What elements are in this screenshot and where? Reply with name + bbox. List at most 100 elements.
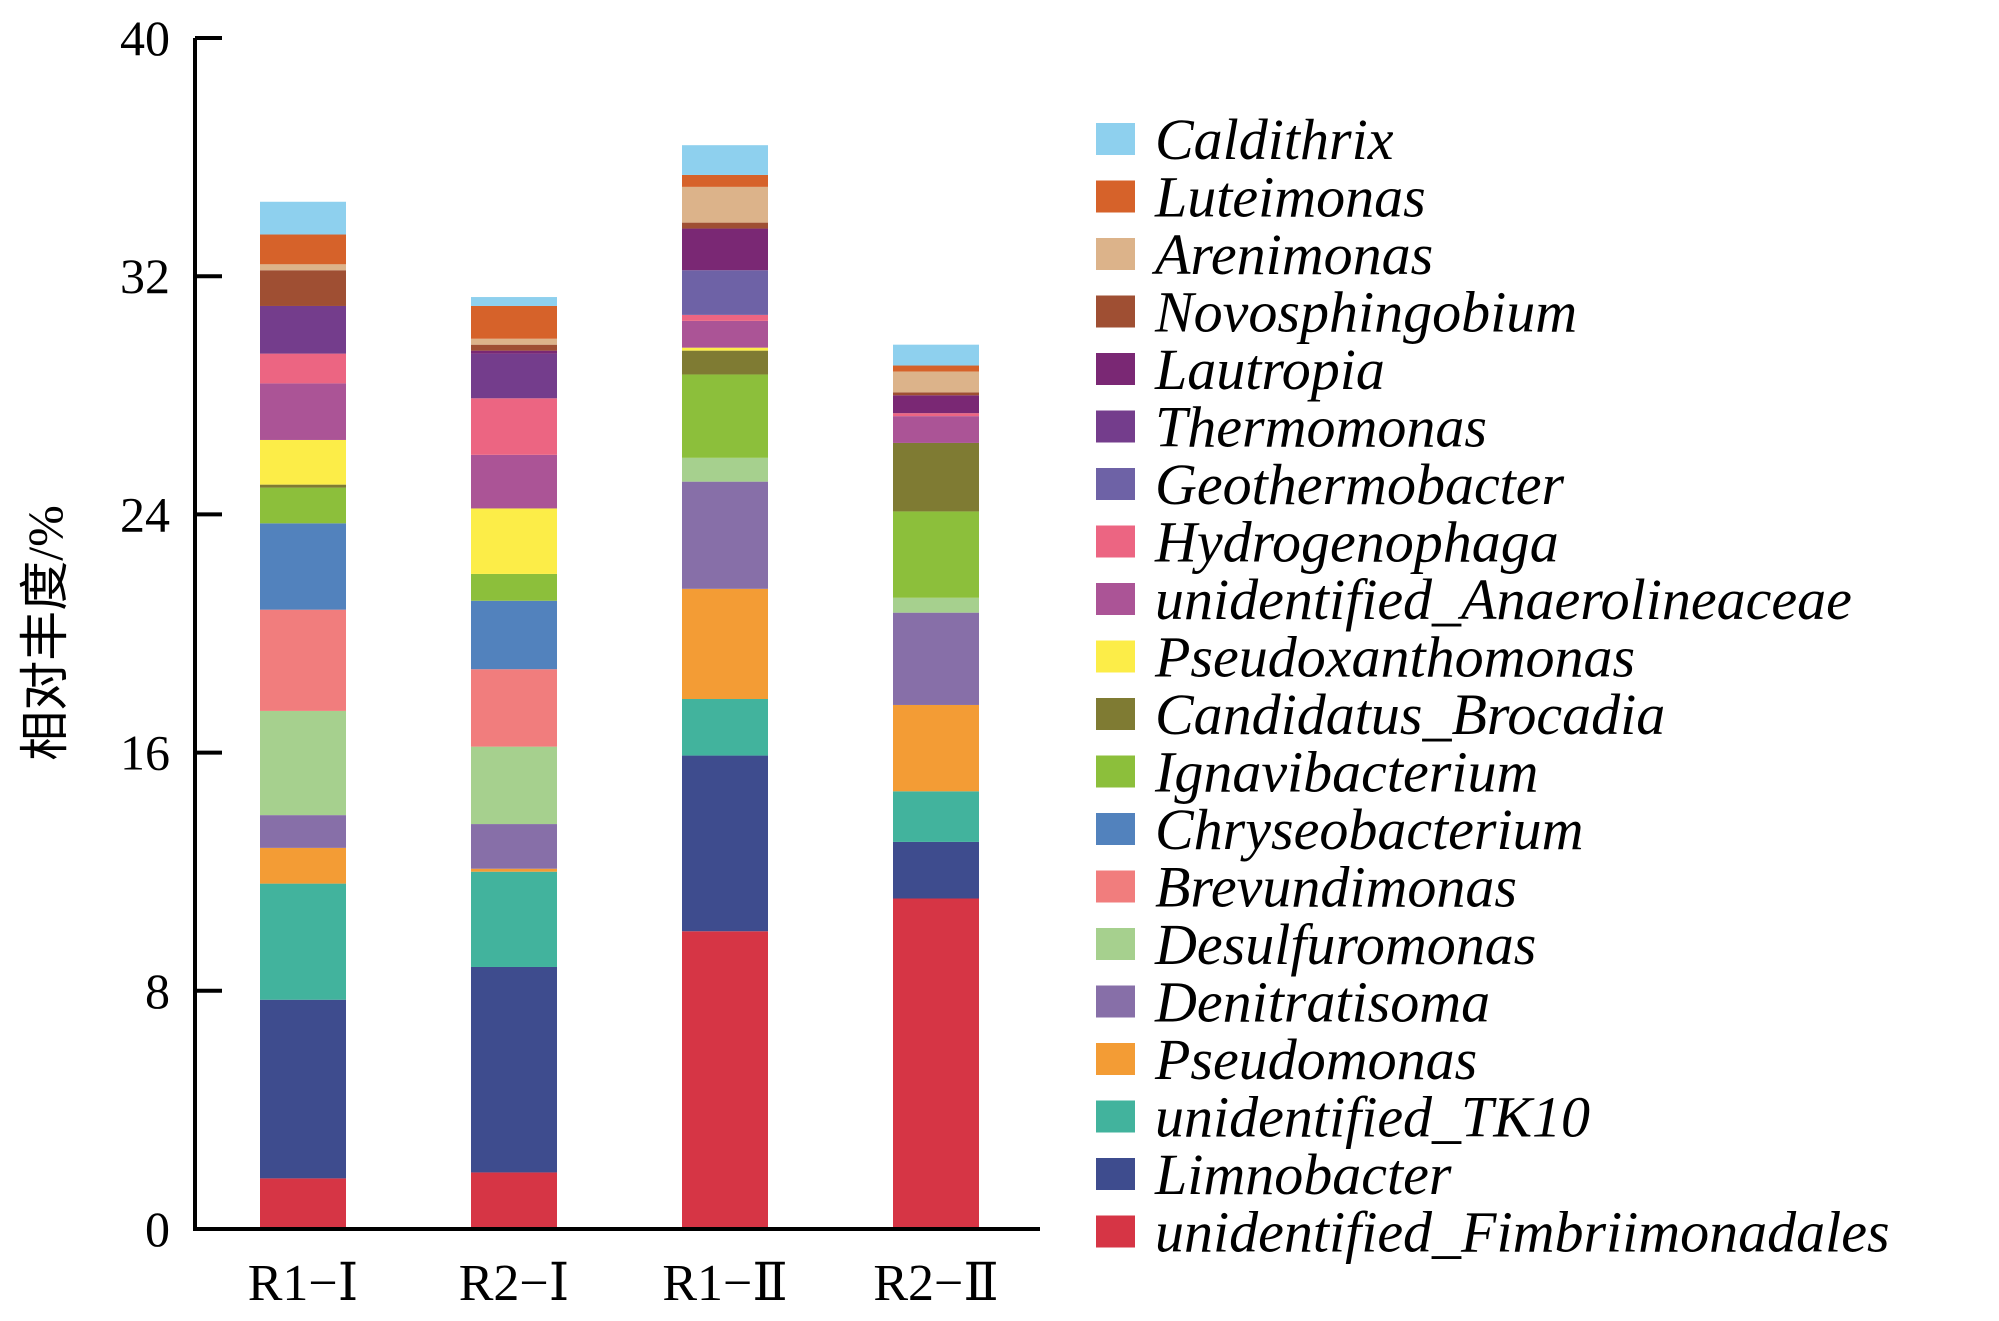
bar-segment-0-5 bbox=[260, 710, 346, 816]
bar-segment-2-19 bbox=[682, 145, 768, 175]
bar-segment-3-19 bbox=[893, 344, 979, 366]
legend-swatch-2 bbox=[1096, 238, 1135, 270]
bar-segment-0-2 bbox=[260, 883, 346, 1000]
y-tick-label-2: 16 bbox=[120, 725, 170, 781]
legend-label-3: Novosphingobium bbox=[1154, 280, 1577, 345]
bar-segment-1-2 bbox=[471, 871, 557, 967]
bar-segment-2-12 bbox=[682, 314, 768, 321]
bar-segment-0-9 bbox=[260, 484, 346, 488]
bar-segment-2-17 bbox=[682, 186, 768, 223]
bar-segment-2-16 bbox=[682, 222, 768, 229]
bar-segment-1-0 bbox=[471, 1172, 557, 1229]
y-axis-label: 相对丰度/% bbox=[17, 505, 73, 761]
axes-layer bbox=[193, 38, 1040, 1231]
bar-segment-2-8 bbox=[682, 374, 768, 458]
legend-label-19: unidentified_Fimbriimonadales bbox=[1155, 1200, 1890, 1265]
bar-segment-2-2 bbox=[682, 699, 768, 756]
bar-segment-1-10 bbox=[471, 508, 557, 574]
x-category-label-3: R2−Ⅱ bbox=[873, 1255, 998, 1312]
bar-segment-2-10 bbox=[682, 347, 768, 351]
legend-label-10: Candidatus_Brocadia bbox=[1155, 682, 1665, 747]
x-category-label-0: R1−Ⅰ bbox=[248, 1255, 359, 1312]
bar-segment-1-11 bbox=[471, 454, 557, 509]
bar-segment-2-13 bbox=[682, 270, 768, 315]
bar-segment-3-11 bbox=[893, 416, 979, 443]
legend-swatch-19 bbox=[1096, 1215, 1135, 1248]
bar-segment-2-3 bbox=[682, 588, 768, 700]
bar-segment-2-4 bbox=[682, 481, 768, 589]
legend-swatch-15 bbox=[1096, 985, 1135, 1018]
bar-segment-3-2 bbox=[893, 791, 979, 842]
bar-segment-0-12 bbox=[260, 353, 346, 384]
y-tick-label-1: 8 bbox=[145, 963, 170, 1019]
legend-swatch-18 bbox=[1096, 1158, 1135, 1190]
bar-segment-3-12 bbox=[893, 413, 979, 417]
bar-segment-1-7 bbox=[471, 600, 557, 670]
legend-label-7: Hydrogenophaga bbox=[1154, 510, 1559, 575]
bar-segment-1-12 bbox=[471, 398, 557, 455]
bar-segment-0-10 bbox=[260, 439, 346, 485]
bar-segment-3-15 bbox=[893, 395, 979, 414]
bar-segment-2-5 bbox=[682, 457, 768, 482]
bar-segment-1-1 bbox=[471, 966, 557, 1173]
bar-segment-0-11 bbox=[260, 383, 346, 440]
bar-segment-2-9 bbox=[682, 350, 768, 375]
legend-label-2: Arenimonas bbox=[1151, 222, 1433, 287]
bar-segment-3-16 bbox=[893, 392, 979, 396]
bar-segment-2-0 bbox=[682, 931, 768, 1229]
legend-label-18: Limnobacter bbox=[1154, 1142, 1452, 1207]
legend-swatch-6 bbox=[1096, 468, 1135, 500]
bar-segment-0-14 bbox=[260, 305, 346, 354]
bar-segment-3-18 bbox=[893, 365, 979, 372]
bar-segment-3-0 bbox=[893, 898, 979, 1229]
legend-label-1: Luteimonas bbox=[1154, 165, 1426, 230]
bar-segment-0-16 bbox=[260, 270, 346, 306]
y-ticks-layer: 0 8 16 24 32 40 bbox=[120, 10, 222, 1257]
legend-swatch-1 bbox=[1096, 180, 1135, 213]
legend-label-13: Brevundimonas bbox=[1155, 855, 1517, 920]
legend-swatch-14 bbox=[1096, 928, 1135, 960]
legend-swatch-12 bbox=[1096, 813, 1135, 845]
bar-segment-1-18 bbox=[471, 305, 557, 339]
legend-label-8: unidentified_Anaerolineaceae bbox=[1155, 567, 1852, 632]
bar-segment-0-19 bbox=[260, 201, 346, 235]
legend-label-17: unidentified_TK10 bbox=[1155, 1085, 1590, 1150]
bar-segment-0-0 bbox=[260, 1178, 346, 1229]
y-tick-label-4: 32 bbox=[120, 248, 170, 304]
bar-segment-3-17 bbox=[893, 371, 979, 393]
bar-segment-2-15 bbox=[682, 228, 768, 271]
legend-swatch-3 bbox=[1096, 295, 1135, 328]
bar-segment-1-19 bbox=[471, 297, 557, 306]
bar-segment-1-6 bbox=[471, 669, 557, 747]
bar-segment-1-5 bbox=[471, 746, 557, 825]
bar-segment-0-7 bbox=[260, 523, 346, 610]
bar-segment-3-8 bbox=[893, 511, 979, 598]
bars-layer bbox=[260, 145, 979, 1229]
legend-label-0: Caldithrix bbox=[1155, 107, 1394, 172]
legend-swatch-17 bbox=[1096, 1100, 1135, 1133]
y-tick-label-5: 40 bbox=[120, 10, 170, 66]
legend-label-12: Chryseobacterium bbox=[1155, 797, 1584, 862]
bar-segment-0-1 bbox=[260, 999, 346, 1179]
bar-segment-1-16 bbox=[471, 344, 557, 351]
legend-label-15: Denitratisoma bbox=[1154, 970, 1490, 1035]
bar-segment-3-3 bbox=[893, 704, 979, 792]
bar-segment-0-3 bbox=[260, 847, 346, 884]
legend: CaldithrixLuteimonasArenimonasNovosphing… bbox=[1096, 107, 1890, 1265]
bar-segment-1-8 bbox=[471, 573, 557, 601]
bar-segment-0-8 bbox=[260, 487, 346, 524]
bar-segment-3-1 bbox=[893, 841, 979, 899]
bar-segment-1-3 bbox=[471, 868, 557, 872]
legend-label-6: Geothermobacter bbox=[1155, 452, 1565, 517]
bar-segment-3-5 bbox=[893, 597, 979, 613]
legend-label-11: Ignavibacterium bbox=[1154, 740, 1538, 805]
bar-segment-0-6 bbox=[260, 609, 346, 711]
legend-label-5: Thermomonas bbox=[1155, 395, 1487, 460]
y-tick-label-3: 24 bbox=[120, 486, 170, 542]
bar-segment-2-11 bbox=[682, 320, 768, 348]
bar-segment-3-9 bbox=[893, 442, 979, 512]
x-category-label-1: R2−Ⅰ bbox=[459, 1255, 570, 1312]
x-labels-layer: R1−Ⅰ R2−Ⅰ R1−Ⅱ R2−Ⅱ bbox=[248, 1255, 999, 1312]
bar-segment-1-14 bbox=[471, 353, 557, 399]
